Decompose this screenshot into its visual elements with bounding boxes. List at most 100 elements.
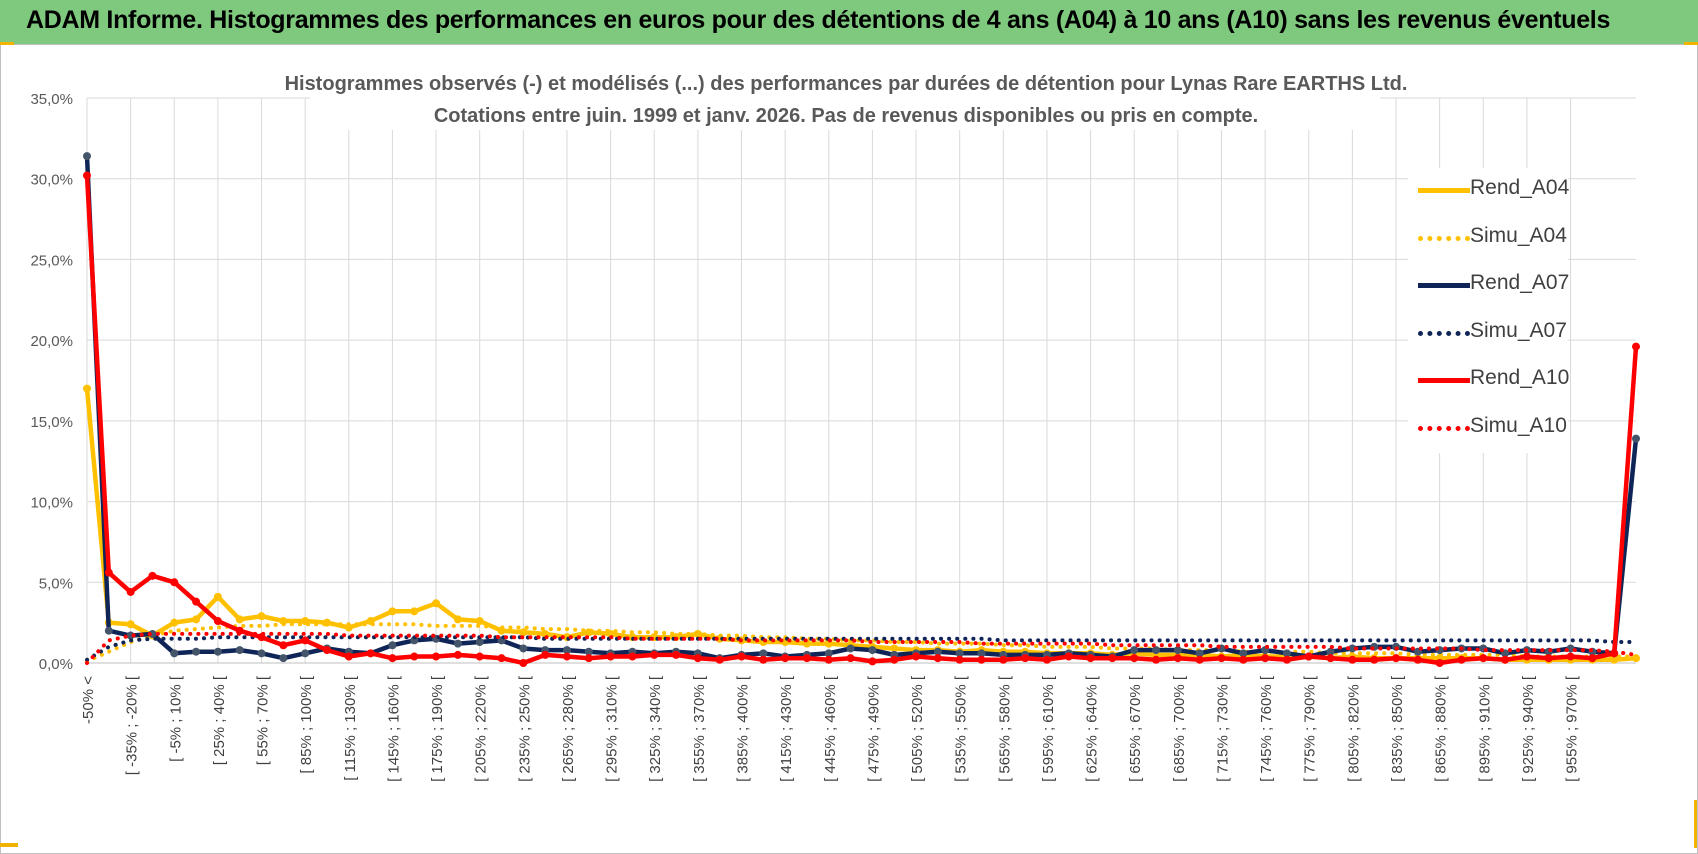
x-tick-label: [ 895% ; 910% [ [1476, 675, 1493, 782]
x-tick-label: [ -5% ; 10% [ [167, 675, 184, 762]
data-point-rend-a10 [1130, 654, 1139, 663]
x-tick-label: [ 805% ; 820% [ [1345, 675, 1362, 782]
x-tick-label: [ 115% ; 130% [ [342, 675, 359, 781]
legend-label: Simu_A10 [1470, 413, 1567, 437]
x-tick-label: [ 445% ; 460% [ [822, 675, 839, 782]
series-line-rend-a10 [84, 175, 1639, 666]
legend-item-rend-a04: Rend_A04 [1408, 168, 1569, 216]
data-point-rend-a07 [104, 626, 113, 635]
data-point-rend-a10 [432, 652, 441, 661]
data-point-rend-a04 [192, 615, 201, 624]
x-tick-label: [ 925% ; 940% [ [1520, 675, 1537, 782]
y-tick-label: 25,0% [30, 252, 73, 269]
data-point-rend-a10 [388, 654, 397, 663]
x-tick-label: [ 55% ; 70% [ [255, 675, 272, 765]
data-point-rend-a10 [1370, 655, 1379, 664]
data-point-rend-a07 [1326, 647, 1335, 656]
legend-swatch [1418, 188, 1470, 193]
data-point-rend-a10 [301, 636, 310, 645]
data-point-rend-a10 [1413, 655, 1422, 664]
series-line-rend-a04 [84, 388, 1637, 663]
x-tick-label: [ 625% ; 640% [ [1084, 675, 1101, 782]
x-tick-label: [ 685% ; 700% [ [1171, 675, 1188, 782]
data-point-rend-a07 [388, 641, 397, 650]
data-point-rend-a10 [846, 654, 855, 663]
legend-swatch [1418, 235, 1470, 241]
x-tick-label: [ 535% ; 550% [ [953, 675, 970, 782]
chart-subtitle: Cotations entre juin. 1999 et janv. 2026… [434, 105, 1258, 127]
data-point-rend-a10 [541, 650, 550, 659]
data-point-rend-a10 [1479, 654, 1488, 663]
data-point-rend-a07 [170, 649, 179, 658]
x-tick-label: [ 715% ; 730% [ [1214, 675, 1231, 782]
data-point-rend-a10 [562, 652, 571, 661]
legend-swatch [1418, 378, 1470, 383]
data-point-rend-a10 [912, 652, 921, 661]
data-point-rend-a07 [955, 649, 964, 658]
chart-legend: Rend_A04 Simu_A04 Rend_A07 Simu_A07 Rend… [1408, 168, 1570, 454]
y-tick-label: 0,0% [39, 656, 73, 673]
data-point-rend-a07 [192, 647, 201, 656]
data-point-rend-a04 [475, 617, 484, 626]
data-point-rend-a10 [126, 587, 135, 596]
data-point-rend-a07 [1173, 646, 1182, 655]
data-point-rend-a07 [1348, 644, 1357, 653]
data-point-rend-a10 [497, 654, 506, 663]
data-point-rend-a10 [1173, 654, 1182, 663]
data-point-rend-a07 [126, 631, 135, 640]
data-point-rend-a10 [344, 652, 353, 661]
data-point-rend-a07 [519, 644, 528, 653]
data-point-rend-a10 [1392, 654, 1401, 663]
legend-label: Simu_A07 [1470, 318, 1567, 342]
data-point-rend-a10 [366, 649, 375, 658]
data-point-rend-a10 [999, 655, 1008, 664]
y-tick-label: 5,0% [39, 575, 73, 592]
data-point-rend-a04 [344, 623, 353, 632]
data-point-rend-a07 [977, 649, 986, 658]
legend-label: Rend_A10 [1470, 366, 1570, 389]
x-tick-label: [ 475% ; 490% [ [865, 675, 882, 782]
series-line-simu-a10 [85, 631, 1638, 665]
data-point-rend-a04 [170, 618, 179, 627]
data-point-rend-a07 [410, 636, 419, 645]
data-point-rend-a10 [453, 650, 462, 659]
x-tick-label: [ 415% ; 430% [ [778, 675, 795, 782]
data-point-rend-a07 [279, 654, 288, 663]
data-point-rend-a10 [1108, 654, 1117, 663]
data-point-rend-a04 [279, 617, 288, 626]
data-point-rend-a10 [322, 646, 331, 655]
x-tick-label: [ 655% ; 670% [ [1127, 675, 1144, 782]
data-point-rend-a04 [126, 620, 135, 629]
series-line-simu-a04 [85, 622, 1638, 664]
report-header: ADAM Informe. Histogrammes des performan… [0, 0, 1698, 44]
legend-swatch [1418, 283, 1470, 288]
data-point-rend-a10 [802, 654, 811, 663]
legend-item-rend-a10: Rend_A10 [1408, 358, 1570, 406]
y-tick-label: 30,0% [30, 172, 73, 189]
data-point-rend-a04 [257, 612, 266, 621]
x-tick-label: [ 565% ; 580% [ [996, 675, 1013, 782]
data-point-rend-a10 [1588, 654, 1597, 663]
x-axis: -50% < [ -35% ; -20% [[ -5% ; 10% [[ 25% … [80, 662, 1636, 782]
data-point-rend-a07 [1152, 646, 1161, 655]
data-point-rend-a07 [759, 649, 768, 658]
legend-item-simu-a10: Simu_A10 [1408, 406, 1568, 454]
data-point-rend-a04 [213, 592, 222, 601]
grid-lines [86, 97, 1636, 664]
data-point-rend-a10 [584, 654, 593, 663]
data-point-rend-a07 [1239, 649, 1248, 658]
x-tick-label: [ 235% ; 250% [ [516, 675, 533, 782]
data-point-rend-a07 [213, 647, 222, 656]
data-point-rend-a10 [1195, 655, 1204, 664]
x-tick-label: [ 505% ; 520% [ [909, 675, 926, 782]
data-point-rend-a10 [519, 659, 528, 667]
data-point-rend-a10 [83, 171, 91, 180]
series-line-simu-a07 [85, 635, 1638, 662]
data-point-rend-a07 [1130, 646, 1139, 655]
data-point-rend-a10 [759, 655, 768, 664]
x-tick-label: [ 85% ; 100% [ [298, 675, 315, 773]
data-point-rend-a10 [1261, 654, 1270, 663]
data-point-rend-a10 [1566, 652, 1575, 661]
legend-item-simu-a04: Simu_A04 [1408, 216, 1568, 264]
